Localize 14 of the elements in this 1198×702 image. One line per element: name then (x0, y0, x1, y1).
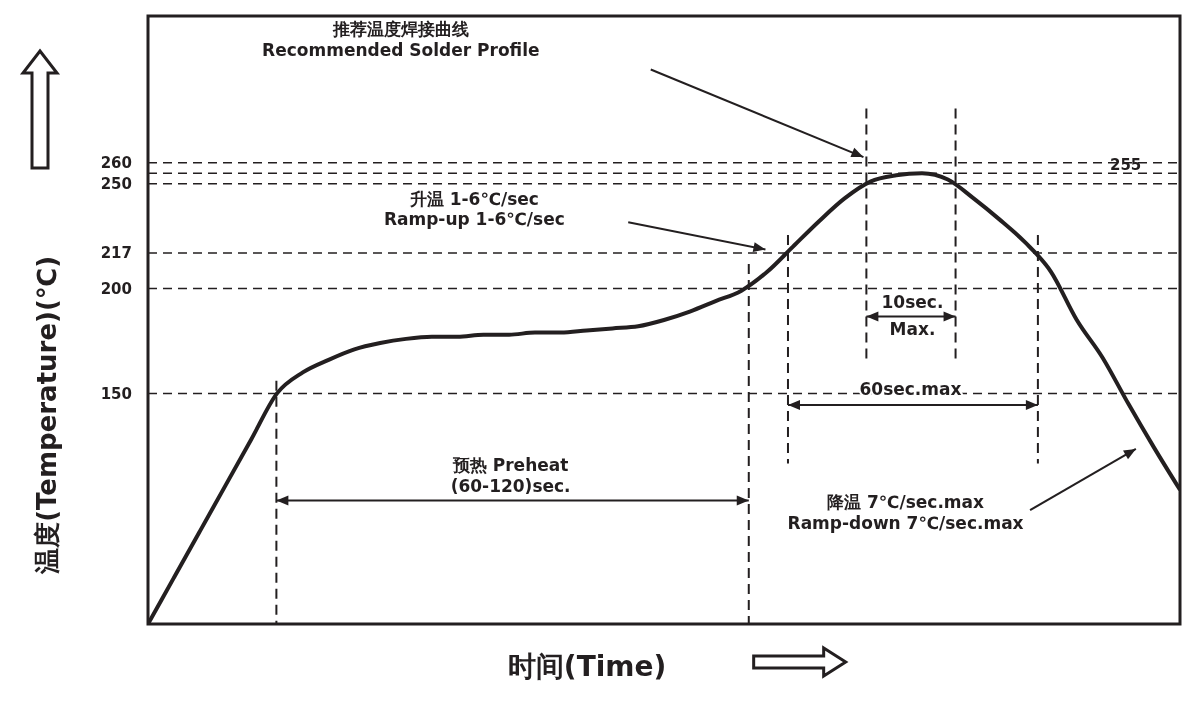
y-tick-label: 217 (100, 244, 132, 263)
x-axis-title: 时间(Time) (507, 650, 667, 683)
ref-line-label: 255 (1110, 156, 1142, 175)
y-axis-title: 温度(Temperature)(℃) (32, 255, 62, 575)
annotation: 升温 1-6℃/sec Ramp-up 1-6℃/sec (383, 188, 565, 230)
annotation: 预热 Preheat (60-120)sec. (450, 455, 571, 496)
annotation: 60sec.max (859, 379, 962, 400)
y-tick-label: 200 (100, 279, 132, 298)
y-tick-label: 250 (100, 174, 132, 193)
annotation: 降温 7℃/sec.max Ramp-down 7℃/sec.max (787, 492, 1024, 533)
y-tick-label: 150 (100, 384, 132, 403)
y-tick-label: 260 (100, 154, 132, 173)
annotation: 10sec. Max. (881, 291, 944, 340)
annotation: 推荐温度焊接曲线 Recommended Solder Profile (262, 19, 540, 60)
